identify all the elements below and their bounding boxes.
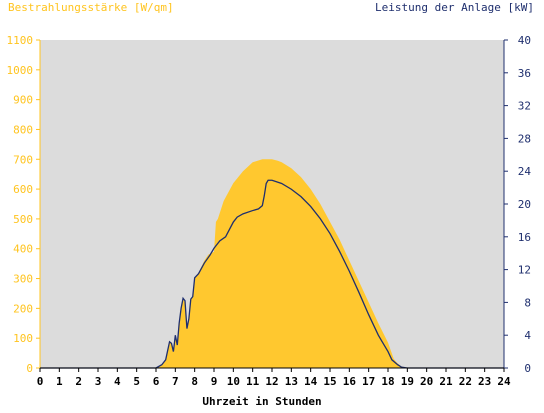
right-tick-label: 4 [524, 329, 531, 342]
x-tick-label: 12 [265, 375, 278, 388]
x-tick-label: 0 [37, 375, 44, 388]
x-tick-label: 9 [211, 375, 218, 388]
x-tick-label: 2 [75, 375, 82, 388]
right-axis-title: Leistung der Anlage [kW] [375, 1, 534, 14]
x-tick-label: 13 [285, 375, 298, 388]
series-irradiance-area [40, 159, 504, 368]
x-tick-label: 5 [133, 375, 140, 388]
chart-marks [40, 159, 504, 369]
x-axis-title: Uhrzeit in Stunden [202, 395, 321, 408]
right-tick-label: 20 [518, 198, 531, 211]
left-tick-label: 1100 [7, 34, 34, 47]
right-tick-label: 8 [524, 296, 531, 309]
right-tick-label: 12 [518, 264, 531, 277]
x-tick-label: 21 [439, 375, 453, 388]
right-tick-label: 16 [518, 231, 531, 244]
x-tick-label: 1 [56, 375, 63, 388]
left-tick-label: 0 [26, 362, 33, 375]
right-tick-label: 24 [518, 165, 532, 178]
x-tick-label: 23 [478, 375, 491, 388]
left-tick-label: 800 [13, 123, 33, 136]
left-tick-label: 500 [13, 213, 33, 226]
x-tick-label: 8 [191, 375, 198, 388]
x-tick-label: 14 [304, 375, 318, 388]
x-tick-label: 22 [459, 375, 472, 388]
left-tick-label: 300 [13, 273, 33, 286]
x-tick-label: 7 [172, 375, 179, 388]
x-tick-label: 24 [497, 375, 511, 388]
x-tick-label: 17 [362, 375, 375, 388]
left-tick-label: 700 [13, 153, 33, 166]
x-tick-label: 18 [381, 375, 394, 388]
left-tick-label: 100 [13, 332, 33, 345]
left-axis-title: Bestrahlungsstärke [W/qm] [8, 1, 174, 14]
right-tick-label: 28 [518, 132, 531, 145]
left-tick-label: 900 [13, 94, 33, 107]
left-tick-label: 1000 [7, 64, 34, 77]
series-power-line [40, 179, 504, 369]
x-tick-label: 15 [323, 375, 336, 388]
x-tick-label: 3 [95, 375, 102, 388]
x-tick-label: 16 [343, 375, 357, 388]
x-tick-label: 4 [114, 375, 121, 388]
right-tick-label: 0 [524, 362, 531, 375]
x-tick-label: 11 [246, 375, 260, 388]
left-tick-label: 600 [13, 183, 33, 196]
right-tick-label: 32 [518, 100, 531, 113]
chart-axes: 0100200300400500600700800900100011000481… [7, 34, 532, 388]
x-tick-label: 19 [401, 375, 414, 388]
left-tick-label: 400 [13, 243, 33, 256]
left-tick-label: 200 [13, 302, 33, 315]
right-tick-label: 36 [518, 67, 531, 80]
x-tick-label: 20 [420, 375, 433, 388]
x-tick-label: 10 [227, 375, 240, 388]
x-tick-label: 6 [153, 375, 160, 388]
right-tick-label: 40 [518, 34, 531, 47]
